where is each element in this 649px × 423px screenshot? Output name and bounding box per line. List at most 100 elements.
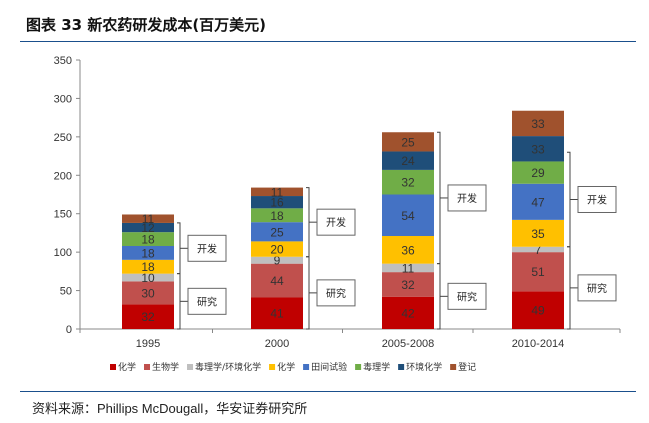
bar-segment: [122, 214, 174, 223]
legend-label: 毒理学: [363, 361, 390, 373]
chart-legend: 化学 生物学 毒理学/环境化学 化学 田间试验 毒理学 环境化学 登记: [110, 361, 476, 373]
legend-swatch: [303, 364, 310, 370]
bar-segment: [512, 183, 564, 220]
x-tick-label: 2005-2008: [382, 338, 435, 350]
annotation-bracket: [437, 131, 441, 265]
annotation-label: 开发: [457, 192, 477, 205]
bar-segment: [122, 222, 174, 233]
data-label: 51: [531, 265, 545, 279]
data-label: 7: [535, 243, 542, 257]
annotation-bracket: [306, 256, 310, 330]
bar-segment: [512, 219, 564, 247]
data-label: 18: [141, 260, 155, 274]
data-label: 18: [270, 209, 284, 223]
legend-swatch: [355, 364, 362, 370]
x-tick-label: 2010-2014: [512, 338, 565, 350]
annotation-bracket: [437, 263, 441, 330]
data-label: 29: [531, 166, 545, 180]
annotation-label: 开发: [197, 242, 217, 255]
annotation-bracket: [306, 187, 310, 258]
annotation-label: 开发: [326, 216, 346, 229]
chart-axes: 0 50 100 150 200 250 300 350 1995 2000 2005-2008 20…: [54, 55, 621, 350]
data-label: 9: [274, 254, 281, 268]
bar-segment: [251, 222, 303, 242]
legend-label: 生物学: [152, 361, 179, 373]
bar-segment: [122, 259, 174, 274]
data-label: 25: [270, 225, 284, 239]
bar-segment: [251, 256, 303, 264]
y-tick-label: 150: [54, 209, 72, 221]
legend-swatch: [450, 364, 457, 370]
bar-segment: [122, 245, 174, 260]
footer-divider: [20, 391, 636, 392]
data-label: 12: [141, 221, 155, 235]
y-tick-label: 350: [54, 55, 72, 67]
bar-segment: [251, 196, 303, 209]
annotation-box: [316, 279, 356, 307]
bar-segment: [382, 263, 434, 273]
data-label: 16: [270, 196, 284, 210]
legend-swatch: [398, 364, 405, 370]
annotation-bracket: [177, 273, 181, 330]
bar-segment: [512, 136, 564, 162]
legend-label: 环境化学: [406, 361, 442, 373]
y-tick-label: 300: [54, 93, 72, 105]
bar-segment: [382, 169, 434, 195]
data-label: 18: [141, 246, 155, 260]
data-label: 42: [401, 306, 415, 320]
legend-swatch: [110, 364, 116, 370]
data-label: 24: [401, 154, 415, 168]
data-label: 32: [401, 176, 415, 190]
annotation-box: [316, 208, 356, 236]
data-label: 32: [401, 278, 415, 292]
y-tick-label: 50: [60, 286, 72, 298]
legend-label: 登记: [458, 362, 476, 373]
bar-segment: [382, 151, 434, 170]
source-note: 资料来源：Phillips McDougall，华安证券研究所: [32, 401, 308, 416]
x-tick-label: 1995: [136, 338, 160, 350]
bar-segment: [251, 187, 303, 197]
legend-swatch: [144, 364, 151, 370]
data-label: 11: [271, 185, 284, 199]
data-label: 25: [401, 135, 415, 149]
annotation-bracket: [567, 246, 571, 330]
data-label: 54: [401, 209, 415, 223]
bar-segment: [122, 281, 174, 305]
bar-segment: [382, 194, 434, 237]
bar-segment: [251, 263, 303, 298]
bar-segment: [512, 252, 564, 292]
legend-swatch: [269, 364, 276, 370]
data-label: 20: [270, 243, 284, 257]
annotation-label: 研究: [457, 290, 477, 303]
data-label: 33: [531, 142, 545, 156]
x-tick-label: 2000: [265, 338, 289, 350]
chart-bars: 3230101818181211414492025181611423211365…: [122, 110, 564, 329]
bar-segment: [122, 304, 174, 329]
bar-segment: [122, 273, 174, 282]
bar-segment: [382, 296, 434, 329]
data-label: 11: [402, 261, 415, 275]
bar-segment: [382, 132, 434, 152]
bar-segment: [512, 161, 564, 184]
bar-segment: [382, 236, 434, 264]
annotation-label: 研究: [326, 287, 346, 300]
bar-segment: [512, 246, 564, 253]
annotation-box: [447, 184, 487, 212]
bar-segment: [251, 241, 303, 257]
annotation-box: [187, 234, 227, 262]
data-label: 47: [531, 195, 545, 209]
y-tick-label: 250: [54, 132, 72, 144]
annotation-label: 研究: [197, 295, 217, 308]
bar-segment: [512, 110, 564, 137]
annotation-box: [187, 287, 227, 315]
data-label: 44: [270, 274, 284, 288]
y-tick-label: 100: [54, 247, 72, 259]
figure-title: 图表 33 新农药研发成本(百万美元): [26, 16, 267, 34]
annotation-box: [577, 185, 617, 213]
bar-segment: [251, 208, 303, 223]
data-label: 18: [141, 233, 155, 247]
bar-segment: [512, 291, 564, 329]
annotation-box: [577, 274, 617, 302]
